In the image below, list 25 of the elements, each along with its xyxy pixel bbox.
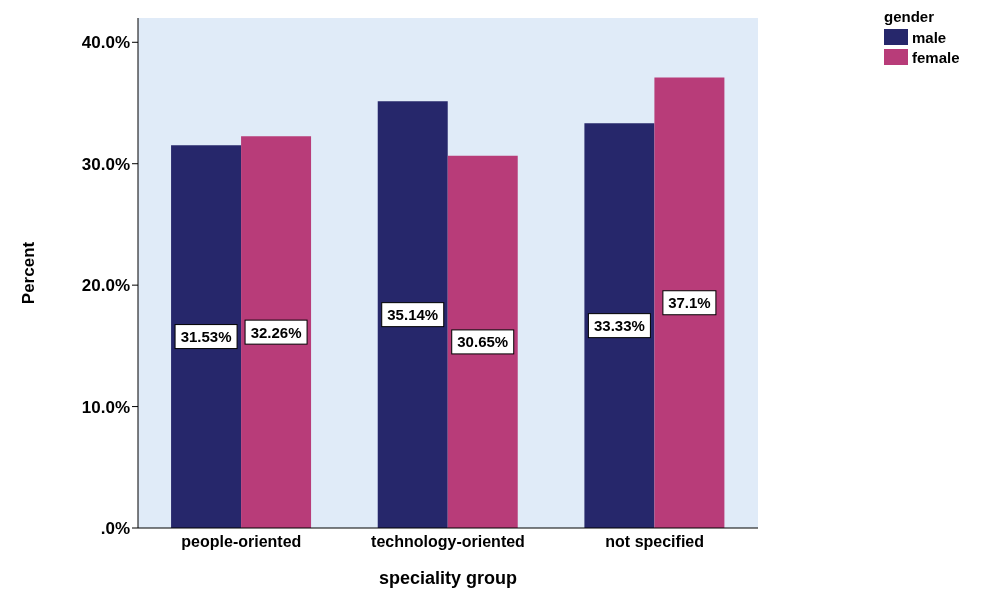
bar: [584, 123, 655, 528]
bar: [171, 145, 242, 528]
data-label: 37.1%: [668, 294, 711, 312]
legend-label: male: [912, 28, 947, 46]
data-label: 35.14%: [387, 306, 439, 324]
legend-title: gender: [884, 8, 935, 25]
data-label: 32.26%: [250, 323, 302, 341]
legend-label: female: [912, 48, 960, 66]
bar: [377, 101, 448, 528]
y-tick-label: 10.0%: [81, 397, 130, 417]
bar: [447, 155, 518, 528]
data-label: 31.53%: [180, 328, 232, 346]
y-tick-label: 20.0%: [81, 276, 130, 296]
x-tick-label: people-oriented: [181, 533, 302, 551]
data-label: 33.33%: [593, 317, 645, 335]
y-tick-label: 40.0%: [81, 33, 130, 53]
bar: [241, 136, 312, 528]
bar: [654, 77, 725, 528]
x-axis-title: speciality group: [378, 568, 518, 588]
y-tick-label: .0%: [100, 519, 130, 539]
y-axis-title: Percent: [19, 241, 39, 305]
x-tick-label: not specified: [605, 533, 705, 551]
data-label: 30.65%: [457, 333, 509, 351]
y-tick-label: 30.0%: [81, 154, 130, 174]
x-tick-label: technology-oriented: [371, 533, 525, 551]
